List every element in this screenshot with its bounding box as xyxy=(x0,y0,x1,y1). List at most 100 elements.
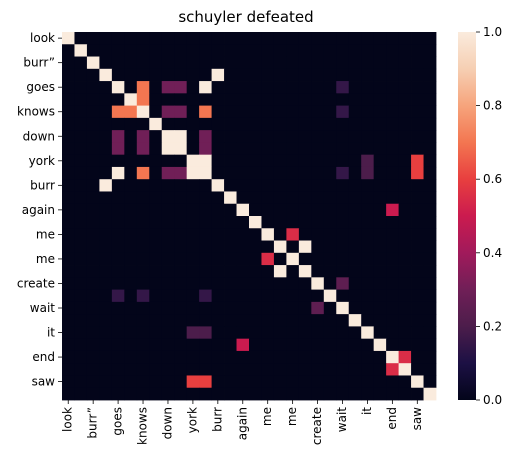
heatmap-cell xyxy=(336,326,349,339)
heatmap-cell xyxy=(286,351,299,364)
heatmap-cell xyxy=(399,302,412,315)
y-tick-label: down xyxy=(23,129,55,143)
heatmap-cell xyxy=(87,277,100,290)
heatmap-cell xyxy=(261,57,274,70)
heatmap-cell xyxy=(149,241,162,254)
heatmap-cell xyxy=(311,44,324,57)
heatmap-cell xyxy=(187,253,200,266)
heatmap-cell xyxy=(162,179,175,192)
heatmap-cell xyxy=(374,363,387,376)
heatmap-cell xyxy=(212,93,225,106)
heatmap-cell xyxy=(74,142,87,155)
heatmap-cell xyxy=(149,351,162,364)
heatmap-cell xyxy=(199,228,212,241)
heatmap-cell xyxy=(336,191,349,204)
heatmap-cell xyxy=(212,204,225,217)
heatmap-cell xyxy=(212,326,225,339)
heatmap-cell xyxy=(249,302,262,315)
heatmap-cell xyxy=(162,44,175,57)
heatmap-cell xyxy=(311,375,324,388)
heatmap-cell xyxy=(299,204,312,217)
heatmap-cell xyxy=(87,388,100,401)
heatmap-cell xyxy=(187,130,200,143)
heatmap-cell xyxy=(199,375,212,388)
heatmap-cell xyxy=(174,191,187,204)
heatmap-cell xyxy=(187,81,200,94)
heatmap-cell xyxy=(336,142,349,155)
heatmap-cell xyxy=(87,32,100,45)
heatmap-cell xyxy=(361,241,374,254)
heatmap-cell xyxy=(349,290,362,303)
heatmap-cell xyxy=(112,339,125,352)
heatmap-cell xyxy=(237,375,250,388)
heatmap-cell xyxy=(411,265,424,278)
heatmap-cell xyxy=(424,118,437,131)
heatmap-cell xyxy=(349,69,362,82)
heatmap-cell xyxy=(212,179,225,192)
heatmap-cell xyxy=(162,142,175,155)
heatmap-cell xyxy=(311,326,324,339)
heatmap-cell xyxy=(311,363,324,376)
heatmap-cell xyxy=(187,375,200,388)
heatmap-cell xyxy=(187,118,200,131)
heatmap-cell xyxy=(137,228,150,241)
heatmap-cell xyxy=(299,265,312,278)
heatmap-cell xyxy=(99,106,112,119)
heatmap-cell xyxy=(137,388,150,401)
heatmap-cell xyxy=(62,277,75,290)
heatmap-cell xyxy=(324,241,337,254)
heatmap-cell xyxy=(99,265,112,278)
heatmap-cell xyxy=(411,228,424,241)
heatmap-cell xyxy=(249,290,262,303)
heatmap-cell xyxy=(137,142,150,155)
heatmap-cell xyxy=(199,155,212,168)
heatmap-cell xyxy=(112,69,125,82)
heatmap-cell xyxy=(149,265,162,278)
heatmap-cell xyxy=(99,32,112,45)
heatmap-cell xyxy=(349,179,362,192)
heatmap-cell xyxy=(149,44,162,57)
heatmap-cell xyxy=(286,57,299,70)
x-tick-label: burr xyxy=(210,407,224,432)
heatmap-cell xyxy=(386,339,399,352)
heatmap-cell xyxy=(62,241,75,254)
heatmap-cell xyxy=(212,191,225,204)
heatmap-cell xyxy=(124,179,137,192)
heatmap-cell xyxy=(311,241,324,254)
heatmap-cell xyxy=(399,81,412,94)
heatmap-cell xyxy=(199,265,212,278)
heatmap-cell xyxy=(187,351,200,364)
heatmap-cell xyxy=(349,241,362,254)
heatmap-cell xyxy=(112,155,125,168)
heatmap-cell xyxy=(174,216,187,229)
heatmap-cell xyxy=(361,69,374,82)
heatmap-cell xyxy=(174,44,187,57)
heatmap-cell xyxy=(112,106,125,119)
heatmap-cell xyxy=(174,265,187,278)
heatmap-cell xyxy=(274,290,287,303)
heatmap-cell xyxy=(274,326,287,339)
heatmap-cell xyxy=(174,32,187,45)
heatmap-cell xyxy=(399,179,412,192)
heatmap-cell xyxy=(187,44,200,57)
heatmap-cell xyxy=(361,388,374,401)
heatmap-cell xyxy=(212,339,225,352)
heatmap-cell xyxy=(87,167,100,180)
heatmap-cell xyxy=(324,167,337,180)
heatmap-cell xyxy=(137,81,150,94)
heatmap-cell xyxy=(349,302,362,315)
heatmap-cell xyxy=(399,351,412,364)
heatmap-cell xyxy=(237,363,250,376)
heatmap-cell xyxy=(224,106,237,119)
heatmap-cell xyxy=(137,93,150,106)
heatmap-cell xyxy=(112,277,125,290)
heatmap-cell xyxy=(399,191,412,204)
heatmap-cell xyxy=(237,69,250,82)
heatmap-cell xyxy=(411,326,424,339)
heatmap-cell xyxy=(137,326,150,339)
heatmap-cell xyxy=(274,69,287,82)
heatmap-cell xyxy=(212,228,225,241)
heatmap-cell xyxy=(361,302,374,315)
heatmap-cell xyxy=(224,253,237,266)
heatmap-cell xyxy=(112,118,125,131)
